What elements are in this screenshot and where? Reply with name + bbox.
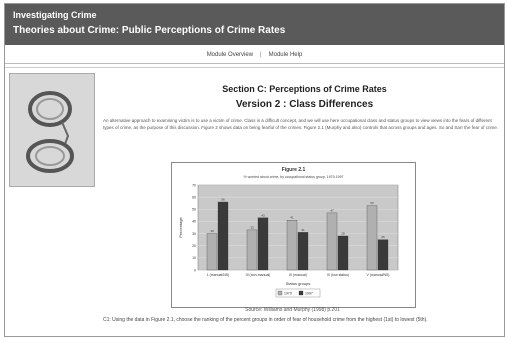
data-label: 43 — [261, 213, 265, 217]
y-tick-label: 50 — [192, 208, 196, 212]
data-label: 28 — [341, 232, 345, 236]
x-tick-label: III (non-manual) — [246, 273, 271, 277]
question-text: C1: Using the data in Figure 2.1, choose… — [103, 317, 428, 323]
figure-caption: Source: Williams and Murphy (1998) p.201 — [245, 307, 340, 313]
version-title: Version 2 : Class Differences — [235, 99, 374, 110]
y-tick-label: 0 — [194, 268, 196, 272]
bars: 30 56 33 43 41 31 47 28 53 25 — [206, 198, 389, 271]
divider — [5, 67, 504, 68]
bar — [217, 201, 229, 271]
y-tick-label: 60 — [192, 195, 196, 199]
section-title: Section C: Perceptions of Crime Rates — [222, 84, 387, 94]
bar — [257, 217, 269, 271]
bar — [366, 205, 378, 271]
data-label: 53 — [370, 201, 374, 205]
x-tick-label: V (manual/NS) — [367, 273, 390, 277]
module-nav: Module Overview | Module Help — [5, 47, 504, 64]
bar — [377, 239, 389, 271]
module-title: Theories about Crime: Public Perceptions… — [13, 25, 286, 36]
browser-page: Investigating Crime Theories about Crime… — [4, 3, 505, 337]
x-tick-label: IV (low status) — [327, 273, 349, 277]
bar — [206, 233, 218, 271]
bar — [326, 212, 338, 271]
legend-box — [275, 288, 321, 298]
legend-label: 1997 — [305, 292, 313, 296]
y-tick-label: 70 — [192, 183, 196, 187]
page-header: Investigating Crime Theories about Crime… — [5, 4, 504, 45]
y-tick-label: 20 — [192, 244, 196, 248]
bar-chart: Figure 2.1 % worried about crime, by occ… — [178, 167, 399, 298]
bar — [297, 232, 309, 271]
y-axis-label: Percentage — [178, 217, 183, 238]
data-label: 25 — [381, 235, 385, 239]
data-label: 41 — [290, 216, 294, 220]
y-tick-label: 40 — [192, 220, 196, 224]
x-tick-label: 1 (manual/NS) — [207, 273, 230, 277]
handcuffs-image — [9, 73, 95, 187]
data-label: 31 — [301, 228, 305, 232]
nav-module-overview[interactable]: Module Overview — [206, 52, 254, 58]
y-tick-label: 10 — [192, 256, 196, 260]
data-label: 33 — [250, 225, 254, 229]
legend-swatch — [298, 290, 304, 296]
x-axis-ticks: 1 (manual/NS) III (non-manual) III (manual… — [207, 273, 390, 277]
y-axis-ticks: 0 10 20 30 40 50 60 70 — [192, 183, 196, 272]
figure-chart: Figure 2.1 % worried about crime, by occ… — [171, 162, 416, 308]
bar — [337, 235, 349, 271]
chart-legend: 1979 1997 — [275, 288, 321, 298]
handcuffs-icon — [26, 91, 74, 173]
bar — [286, 220, 298, 271]
nav-module-help[interactable]: Module Help — [268, 52, 303, 58]
legend-label: 1979 — [284, 292, 292, 296]
bar — [246, 229, 258, 271]
legend-swatch — [277, 290, 283, 296]
chart-subtitle: % worried about crime, by occupational s… — [243, 175, 343, 179]
data-label: 47 — [330, 208, 334, 212]
intro-paragraph: An alternative approach to examining vic… — [103, 118, 498, 130]
nav-separator: | — [260, 52, 262, 58]
x-axis-label: Status groups — [286, 281, 311, 286]
data-label: 56 — [221, 198, 225, 202]
data-label: 30 — [210, 229, 214, 233]
chart-title: Figure 2.1 — [282, 167, 306, 173]
site-title: Investigating Crime — [13, 10, 97, 20]
y-tick-label: 30 — [192, 232, 196, 236]
x-tick-label: III (manual) — [289, 273, 307, 277]
